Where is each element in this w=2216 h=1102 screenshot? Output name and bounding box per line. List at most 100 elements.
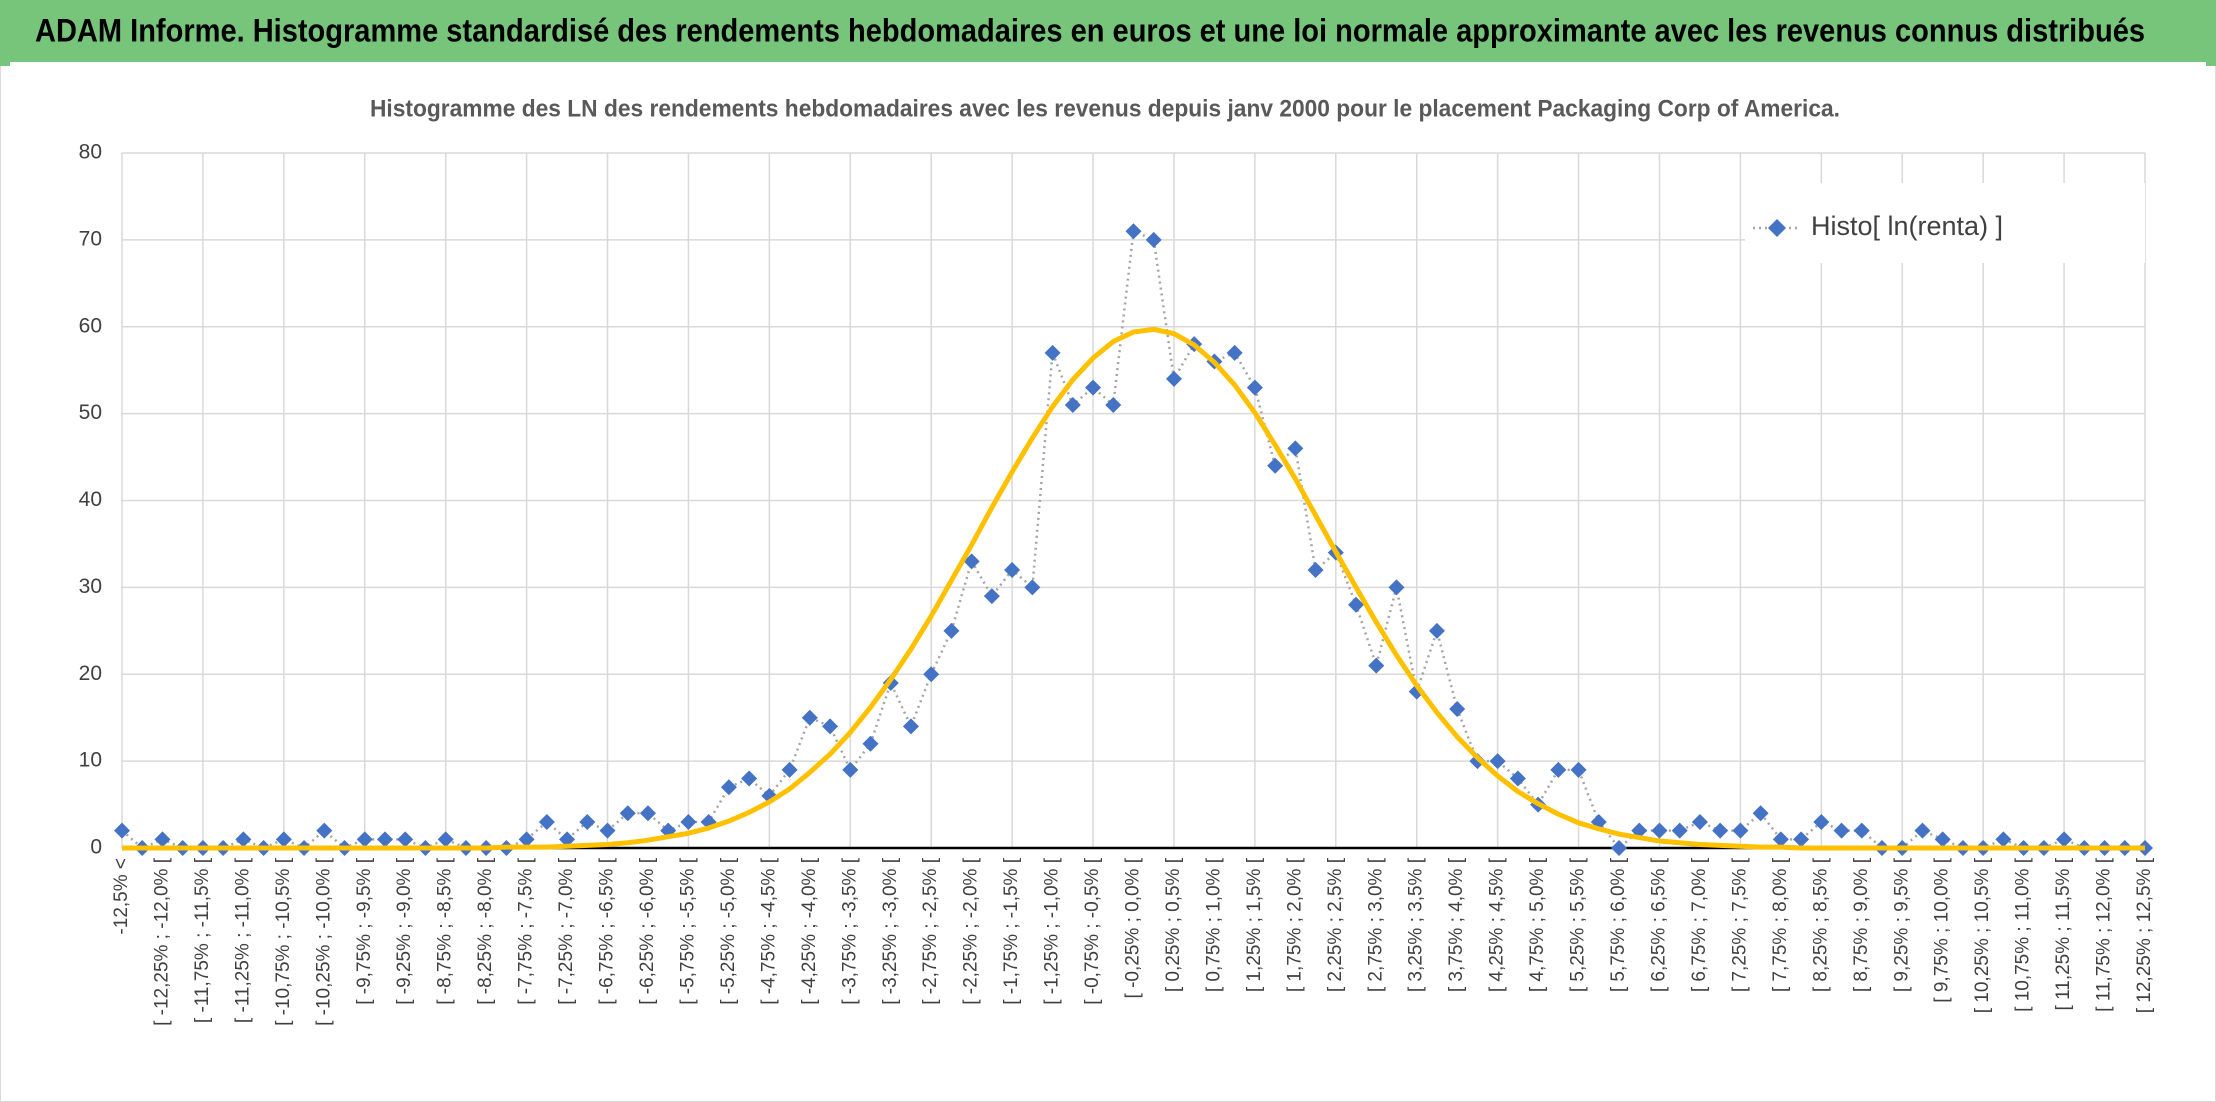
- marker: [1246, 379, 1263, 396]
- marker: [1165, 370, 1182, 387]
- marker: [114, 822, 130, 839]
- marker: [1995, 831, 2012, 848]
- marker: [1428, 622, 1445, 639]
- x-tick-label: [ 4,75% ; 5,0% [: [1527, 857, 1548, 992]
- y-tick-label: 70: [79, 227, 102, 250]
- x-tick-label: [ -10,25% ; -10,0% [: [313, 857, 334, 1026]
- marker: [376, 831, 393, 848]
- legend-box: [1745, 183, 2145, 263]
- marker: [1469, 753, 1486, 770]
- marker: [781, 761, 798, 778]
- x-tick-label: [ 10,25% ; 10,5% [: [1972, 857, 1993, 1013]
- x-tick-label: [ 7,75% ; 8,0% [: [1770, 857, 1791, 992]
- x-tick-label: [ -1,75% ; -1,5% [: [1001, 857, 1022, 1005]
- marker: [1570, 761, 1587, 778]
- marker: [1853, 822, 1870, 839]
- x-tick-label: [ 6,25% ; 6,5% [: [1648, 857, 1669, 992]
- marker: [1509, 770, 1526, 787]
- marker: [923, 666, 940, 683]
- marker: [1307, 562, 1324, 578]
- marker: [1489, 753, 1506, 770]
- marker: [1833, 822, 1850, 839]
- marker: [1712, 822, 1729, 839]
- header-bar: [0, 0, 2216, 62]
- marker: [1772, 831, 1789, 848]
- marker: [235, 831, 252, 848]
- x-tick-label: [ 2,25% ; 2,5% [: [1325, 857, 1346, 992]
- marker: [983, 588, 1000, 605]
- marker: [862, 735, 879, 752]
- marker: [1813, 813, 1830, 830]
- marker: [437, 831, 454, 848]
- x-tick-label: [ 8,75% ; 9,0% [: [1851, 857, 1872, 992]
- marker: [154, 831, 171, 848]
- marker: [2056, 831, 2073, 848]
- y-tick-label: 40: [79, 488, 102, 511]
- y-tick-label: 60: [79, 314, 102, 337]
- x-tick-label: [ -8,75% ; -8,5% [: [435, 857, 456, 1005]
- marker: [356, 831, 373, 848]
- chart-title: Histogramme des LN des rendements hebdom…: [370, 95, 1840, 122]
- x-tick-label: [ -4,75% ; -4,5% [: [758, 857, 779, 1005]
- x-tick-label: [ 1,25% ; 1,5% [: [1244, 857, 1265, 992]
- marker: [1651, 822, 1668, 839]
- x-tick-label: [ -9,75% ; -9,5% [: [354, 857, 375, 1005]
- marker: [822, 718, 839, 735]
- x-tick-label: [ 5,75% ; 6,0% [: [1608, 857, 1629, 992]
- legend-marker: [1768, 219, 1786, 237]
- corner: [0, 62, 10, 66]
- x-tick-label: [ -0,25% ; 0,0% [: [1123, 857, 1144, 998]
- x-tick-label: [ -9,25% ; -9,0% [: [394, 857, 415, 1005]
- marker: [720, 779, 737, 796]
- x-tick-label: [ 7,25% ; 7,5% [: [1729, 857, 1750, 992]
- y-tick-label: 0: [90, 836, 102, 859]
- marker: [902, 718, 919, 735]
- marker: [1671, 822, 1688, 839]
- marker: [1914, 822, 1931, 839]
- x-tick-label: [ -6,75% ; -6,5% [: [597, 857, 618, 1005]
- x-tick-label: [ -4,25% ; -4,0% [: [799, 857, 820, 1005]
- x-tick-label: [ 4,25% ; 4,5% [: [1487, 857, 1508, 992]
- x-tick-label: [ -7,75% ; -7,5% [: [516, 857, 537, 1005]
- marker: [275, 831, 292, 848]
- x-tick-label: [ -7,25% ; -7,0% [: [556, 857, 577, 1005]
- marker: [963, 553, 980, 570]
- x-tick-label: [ 3,75% ; 4,0% [: [1446, 857, 1467, 992]
- marker: [1044, 344, 1061, 361]
- marker: [1793, 831, 1810, 848]
- marker: [619, 805, 636, 822]
- marker: [1125, 223, 1142, 240]
- marker: [1024, 579, 1041, 596]
- x-tick-label: [ 11,25% ; 11,5% [: [2053, 857, 2074, 1010]
- y-tick-label: 20: [79, 662, 102, 685]
- marker: [1368, 657, 1385, 674]
- marker: [1004, 562, 1021, 578]
- marker: [801, 709, 818, 726]
- marker: [1611, 840, 1628, 856]
- x-tick-label: [ 1,75% ; 2,0% [: [1284, 857, 1305, 992]
- x-tick-label: [ -12,25% ; -12,0% [: [151, 857, 172, 1026]
- marker: [599, 822, 616, 839]
- x-tick-label: [ 6,75% ; 7,0% [: [1689, 857, 1710, 992]
- legend-label: Histo[ ln(renta) ]: [1811, 211, 2003, 241]
- x-tick-label: [ -8,25% ; -8,0% [: [475, 857, 496, 1005]
- x-tick-label: [ -2,25% ; -2,0% [: [961, 857, 982, 1005]
- marker: [559, 831, 576, 848]
- x-tick-label: [ -11,25% ; -11,0% [: [232, 857, 253, 1023]
- marker: [1752, 805, 1769, 822]
- marker: [1105, 396, 1122, 413]
- x-tick-label: [ -2,75% ; -2,5% [: [920, 857, 941, 1005]
- x-tick-label: [ 2,75% ; 3,0% [: [1365, 857, 1386, 992]
- marker: [538, 813, 555, 830]
- marker: [943, 622, 960, 639]
- y-tick-label: 30: [79, 575, 102, 598]
- y-tick-label: 80: [79, 141, 102, 164]
- marker: [639, 805, 656, 822]
- x-tick-label: [ 0,75% ; 1,0% [: [1203, 857, 1224, 992]
- marker: [1732, 822, 1749, 839]
- x-tick-label: -12,5% <: [111, 858, 132, 935]
- x-tick-label: [ -5,75% ; -5,5% [: [677, 857, 698, 1005]
- y-tick-label: 50: [79, 401, 102, 424]
- header-title: ADAM Informe. Histogramme standardisé de…: [35, 12, 2145, 48]
